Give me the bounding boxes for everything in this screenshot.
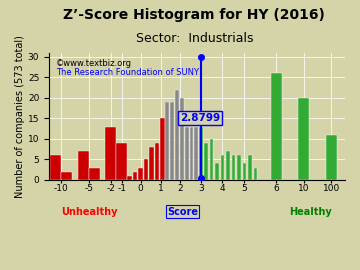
Bar xyxy=(155,143,159,180)
Bar xyxy=(253,167,257,180)
Bar xyxy=(190,127,193,180)
Bar xyxy=(89,167,100,180)
Bar xyxy=(138,167,143,180)
Bar xyxy=(117,143,127,180)
Bar xyxy=(204,143,208,180)
Bar xyxy=(50,155,62,180)
Y-axis label: Number of companies (573 total): Number of companies (573 total) xyxy=(15,35,25,198)
Bar xyxy=(132,172,138,180)
Bar xyxy=(271,73,282,180)
Bar xyxy=(127,176,132,180)
Bar xyxy=(226,151,230,180)
Bar xyxy=(105,127,117,180)
Bar xyxy=(170,102,174,180)
Bar xyxy=(199,127,203,180)
Bar xyxy=(166,102,169,180)
Bar xyxy=(175,90,179,180)
Bar xyxy=(78,151,89,180)
Bar xyxy=(221,155,224,180)
Bar xyxy=(144,159,148,180)
Bar xyxy=(180,98,184,180)
Bar xyxy=(243,163,247,180)
Text: Z’-Score Histogram for HY (2016): Z’-Score Histogram for HY (2016) xyxy=(63,8,325,22)
Text: Healthy: Healthy xyxy=(289,207,332,217)
Bar xyxy=(215,163,219,180)
Text: The Research Foundation of SUNY: The Research Foundation of SUNY xyxy=(56,68,199,77)
Bar xyxy=(248,155,252,180)
Bar xyxy=(185,127,189,180)
Bar xyxy=(231,155,235,180)
Bar xyxy=(149,147,154,180)
Text: ©www.textbiz.org: ©www.textbiz.org xyxy=(56,59,132,68)
Bar xyxy=(194,127,198,180)
Bar xyxy=(237,155,241,180)
Bar xyxy=(62,172,72,180)
Bar xyxy=(210,139,213,180)
Text: Score: Score xyxy=(167,207,198,217)
Bar xyxy=(326,135,337,180)
Text: Sector:  Industrials: Sector: Industrials xyxy=(136,32,253,45)
Text: 2.8799: 2.8799 xyxy=(180,113,220,123)
Text: Unhealthy: Unhealthy xyxy=(61,207,117,217)
Bar xyxy=(160,118,165,180)
Bar xyxy=(298,98,309,180)
